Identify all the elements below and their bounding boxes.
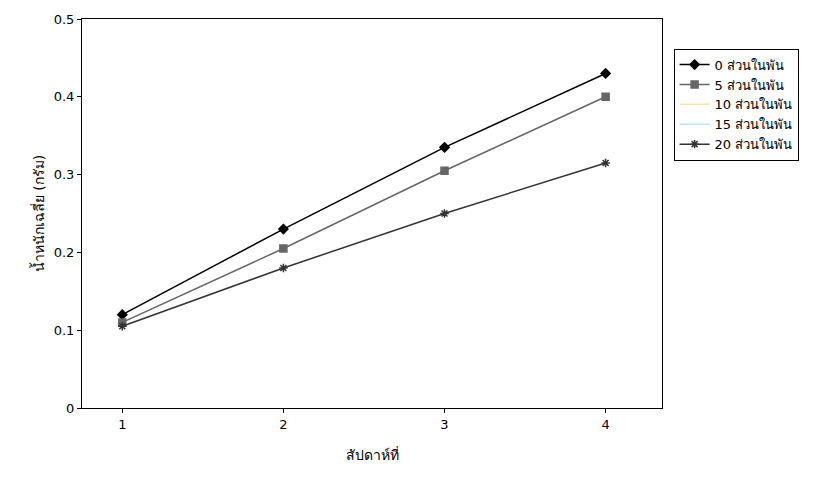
svg-text:0 ส่วนในพัน: 0 ส่วนในพัน xyxy=(715,58,784,73)
svg-text:5 ส่วนในพัน: 5 ส่วนในพัน xyxy=(715,78,784,93)
svg-text:10 ส่วนในพัน: 10 ส่วนในพัน xyxy=(715,97,793,112)
svg-text:0.1: 0.1 xyxy=(54,323,75,338)
svg-text:น้ำหนักเฉลี่ย (กรัม): น้ำหนักเฉลี่ย (กรัม) xyxy=(29,155,47,272)
svg-text:3: 3 xyxy=(440,417,448,432)
svg-text:0: 0 xyxy=(66,401,74,416)
svg-text:สัปดาห์ที่: สัปดาห์ที่ xyxy=(346,446,399,463)
svg-text:0.3: 0.3 xyxy=(54,167,75,182)
svg-text:4: 4 xyxy=(601,417,609,432)
svg-text:0.4: 0.4 xyxy=(54,89,75,104)
svg-text:2: 2 xyxy=(279,417,287,432)
svg-text:0.2: 0.2 xyxy=(54,245,75,260)
svg-text:15 ส่วนในพัน: 15 ส่วนในพัน xyxy=(715,117,793,132)
svg-text:20 ส่วนในพัน: 20 ส่วนในพัน xyxy=(715,137,793,152)
svg-text:0.5: 0.5 xyxy=(54,12,75,27)
svg-text:1: 1 xyxy=(118,417,126,432)
